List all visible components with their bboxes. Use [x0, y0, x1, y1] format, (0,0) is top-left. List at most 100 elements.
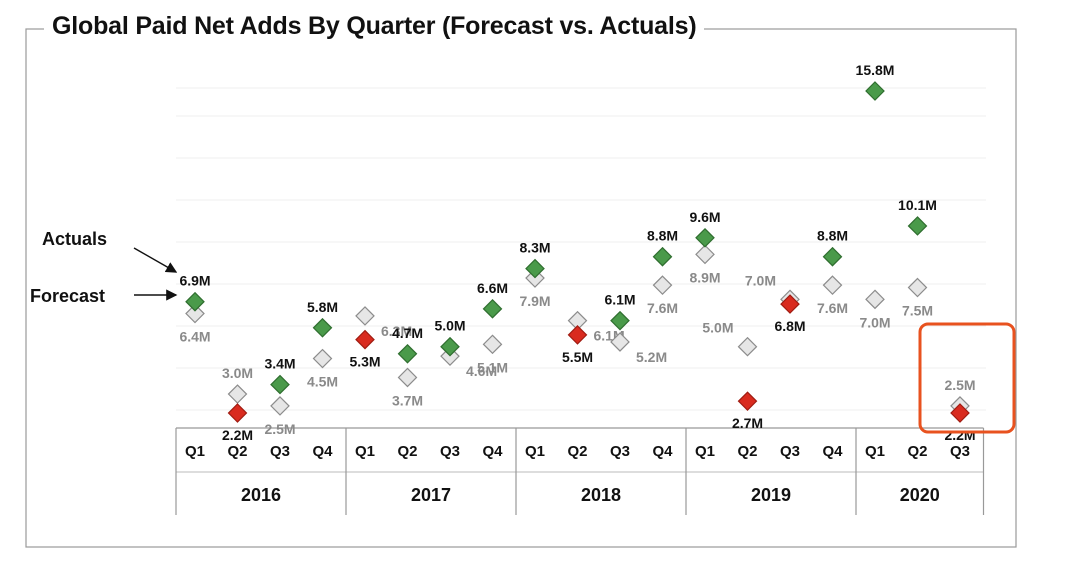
- actual-point: [780, 294, 800, 314]
- actual-point: [737, 391, 758, 412]
- data-points: 6.9M 6.4M 2.2M 3.0M 3.4M 2.5M 5.8M 4.5M 5.3M6.3M…: [179, 62, 1016, 443]
- forecast-value-label: 5.2M: [636, 349, 667, 365]
- forecast-value-label: 3.0M: [222, 365, 253, 381]
- quarter-label: Q2: [567, 443, 587, 460]
- forecast-point: [907, 277, 928, 298]
- forecast-value-label: 6.3M: [381, 323, 412, 339]
- year-label: 2017: [411, 485, 451, 505]
- highlight-box: [918, 322, 1016, 434]
- actual-value-label: 4.7M: [392, 325, 423, 341]
- actual-value-label: 6.1M: [604, 292, 635, 308]
- forecast-value-label: 7.6M: [647, 300, 678, 316]
- actual-point: [355, 329, 375, 350]
- quarter-label: Q1: [355, 443, 375, 460]
- actual-point: [652, 246, 673, 267]
- year-label: 2020: [900, 485, 940, 505]
- actual-point: [227, 403, 248, 423]
- actual-point: [482, 298, 503, 319]
- actual-point: [695, 227, 715, 248]
- year-label: 2018: [581, 485, 621, 505]
- forecast-point: [652, 275, 673, 295]
- x-axis: 2016 2017 2018 2019 2020 Q1 Q2 Q3 Q4 Q1 Q2 Q3 Q4 Q1 Q2…: [175, 427, 985, 515]
- actual-point: [397, 343, 418, 364]
- quarter-label: Q4: [482, 443, 503, 460]
- forecast-value-label: 5.1M: [477, 359, 508, 375]
- actual-point: [865, 81, 885, 101]
- actual-value-label: 10.1M: [898, 197, 937, 213]
- forecast-value-label: 7.9M: [519, 293, 550, 309]
- quarter-label: Q3: [610, 443, 630, 460]
- quarter-label: Q2: [397, 443, 417, 460]
- quarter-label: Q2: [227, 443, 247, 460]
- actual-point: [270, 374, 290, 395]
- actual-value-label: 15.8M: [856, 62, 895, 78]
- actual-value-label: 2.2M: [222, 427, 253, 443]
- actual-point: [610, 310, 630, 331]
- year-label: 2016: [241, 485, 281, 505]
- forecast-value-label: 6.4M: [179, 329, 210, 345]
- forecast-point: [355, 306, 375, 326]
- forecast-point: [482, 334, 503, 355]
- forecast-value-label: 7.0M: [745, 272, 776, 288]
- actual-value-label: 5.3M: [349, 354, 380, 370]
- actual-value-label: 6.6M: [477, 280, 508, 296]
- legend-actuals-arrow: [133, 247, 178, 273]
- forecast-value-label: 4.6M: [466, 363, 497, 379]
- quarter-label: Q2: [907, 443, 927, 460]
- actual-value-label: 5.5M: [562, 349, 593, 365]
- chart-border: [25, 28, 1017, 548]
- forecast-value-label: 3.7M: [392, 392, 423, 408]
- legend-forecast-label: Forecast: [30, 286, 105, 306]
- quarter-label: Q3: [950, 443, 970, 460]
- chart-title: Global Paid Net Adds By Quarter (Forecas…: [44, 12, 705, 41]
- forecast-value-label: 5.0M: [702, 320, 733, 336]
- forecast-point: [312, 348, 333, 369]
- quarter-label: Q3: [440, 443, 460, 460]
- forecast-value-label: 8.9M: [689, 269, 720, 285]
- quarter-label: Q1: [185, 443, 205, 460]
- forecast-point: [822, 275, 843, 295]
- actual-value-label: 8.8M: [647, 228, 678, 244]
- year-label: 2019: [751, 485, 791, 505]
- forecast-point: [227, 384, 248, 404]
- quarter-label: Q3: [780, 443, 800, 460]
- actual-value-label: 2.7M: [732, 415, 763, 431]
- forecast-point: [610, 332, 630, 352]
- quarter-label: Q4: [312, 443, 333, 460]
- forecast-point: [737, 336, 758, 357]
- quarter-label: Q1: [525, 443, 545, 460]
- actual-value-label: 8.8M: [817, 228, 848, 244]
- actual-point: [822, 246, 843, 267]
- forecast-value-label: 7.6M: [817, 300, 848, 316]
- forecast-point: [695, 244, 715, 265]
- forecast-point: [397, 367, 418, 388]
- actual-value-label: 2.2M: [944, 427, 975, 443]
- actual-point: [567, 325, 588, 345]
- actual-value-label: 8.3M: [519, 240, 550, 256]
- quarter-label: Q1: [695, 443, 715, 460]
- actual-point: [525, 258, 545, 279]
- actual-point: [185, 291, 205, 312]
- forecast-value-label: 4.5M: [307, 374, 338, 390]
- actual-value-label: 6.9M: [179, 273, 210, 289]
- quarter-label: Q1: [865, 443, 885, 460]
- forecast-point: [865, 289, 885, 310]
- actual-point: [907, 216, 928, 236]
- actual-value-label: 5.8M: [307, 299, 338, 315]
- gridlines: [176, 87, 986, 411]
- actual-point: [312, 317, 333, 338]
- forecast-value-label: 2.5M: [264, 421, 295, 437]
- forecast-point: [185, 303, 205, 324]
- actual-point: [440, 336, 460, 357]
- legend-actuals-label: Actuals: [42, 229, 107, 249]
- actual-value-label: 9.6M: [689, 209, 720, 225]
- forecast-value-label: 7.5M: [902, 303, 933, 319]
- quarter-label: Q2: [737, 443, 757, 460]
- actual-value-label: 6.8M: [774, 318, 805, 334]
- quarter-label: Q3: [270, 443, 290, 460]
- forecast-value-label: 2.5M: [944, 377, 975, 393]
- forecast-point: [270, 396, 290, 416]
- actual-value-label: 3.4M: [264, 356, 295, 372]
